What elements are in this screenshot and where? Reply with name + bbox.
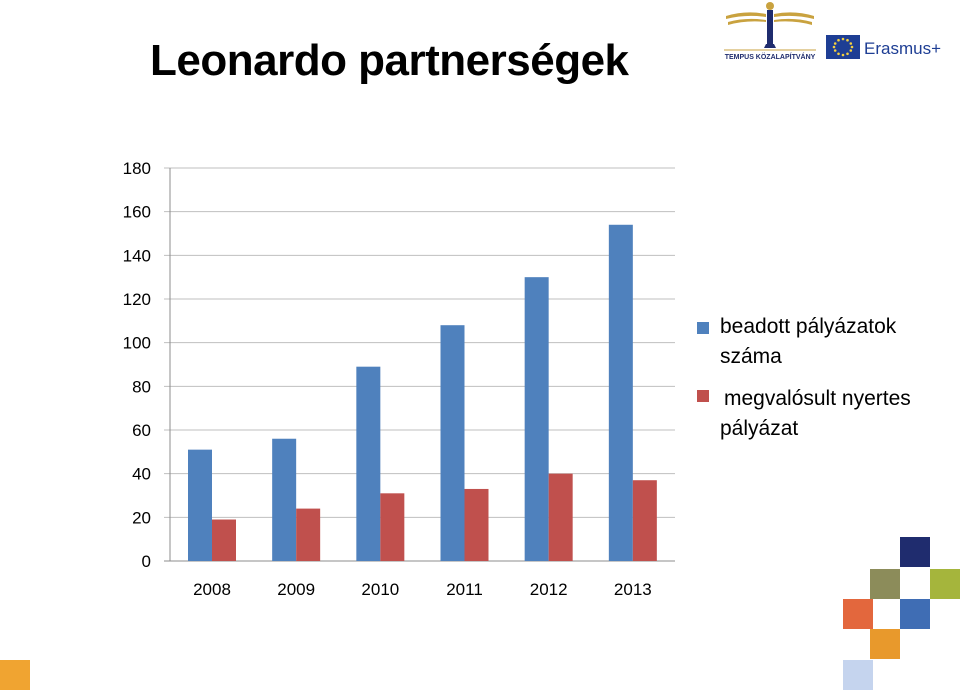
decorative-square xyxy=(843,599,873,629)
bar-layer xyxy=(188,224,657,561)
legend: beadott pályázatok száma megvalósult nyert… xyxy=(697,315,911,440)
bar-submitted-2008 xyxy=(188,449,212,561)
y-tick-label: 180 xyxy=(123,159,151,178)
y-tick-label: 60 xyxy=(132,421,151,440)
decorative-square xyxy=(870,629,900,659)
bar-submitted-2011 xyxy=(440,325,465,561)
tempus-text: TEMPUS KÖZALAPÍTVÁNY xyxy=(725,52,816,61)
y-tick-label: 0 xyxy=(142,552,151,571)
bar-awarded-2009 xyxy=(296,508,321,561)
decorative-square xyxy=(843,660,873,690)
bar-awarded-2013 xyxy=(632,480,657,561)
legend-swatch-awarded xyxy=(697,390,709,402)
bar-awarded-2012 xyxy=(548,473,573,561)
bar-awarded-2010 xyxy=(380,493,405,561)
tempus-logo: TEMPUS KÖZALAPÍTVÁNY xyxy=(724,2,816,61)
bar-awarded-2008 xyxy=(212,519,236,561)
y-tick-label: 140 xyxy=(123,246,151,265)
x-tick-label: 2012 xyxy=(530,580,568,599)
y-tick-label: 20 xyxy=(132,508,151,527)
y-tick-label: 100 xyxy=(123,334,151,353)
bar-submitted-2010 xyxy=(356,366,381,561)
decorative-square xyxy=(930,569,960,599)
bar-submitted-2013 xyxy=(608,224,633,561)
y-tick-label: 80 xyxy=(132,377,151,396)
x-tick-label: 2008 xyxy=(193,580,231,599)
page-title: Leonardo partnerségek xyxy=(150,36,629,85)
legend-swatch-submitted xyxy=(697,322,709,334)
bar-awarded-2011 xyxy=(464,488,489,561)
x-tick-label: 2009 xyxy=(277,580,315,599)
decorative-square xyxy=(900,599,930,629)
y-tick-label: 120 xyxy=(123,290,151,309)
y-tick-label: 40 xyxy=(132,465,151,484)
decorative-square xyxy=(870,569,900,599)
x-tick-label: 2010 xyxy=(361,580,399,599)
axis-layer: 0 20 40 60 80 100 120 140 160 180 2008 2009 2010 2011… xyxy=(123,159,675,599)
erasmus-logo: Erasmus+ xyxy=(826,35,941,59)
x-tick-label: 2011 xyxy=(446,580,483,599)
eu-stars-icon xyxy=(832,37,854,57)
bar-submitted-2012 xyxy=(524,277,549,561)
decorative-square xyxy=(900,537,930,567)
bar-submitted-2009 xyxy=(272,438,297,561)
grid-layer xyxy=(164,167,675,518)
y-tick-label: 160 xyxy=(123,203,151,222)
legend-label-awarded: megvalósult nyertes pályázat xyxy=(720,387,911,440)
legend-label-submitted: beadott pályázatok száma xyxy=(720,315,897,368)
x-tick-label: 2013 xyxy=(614,580,652,599)
erasmus-text: Erasmus+ xyxy=(864,39,941,58)
decorative-square xyxy=(0,660,30,690)
